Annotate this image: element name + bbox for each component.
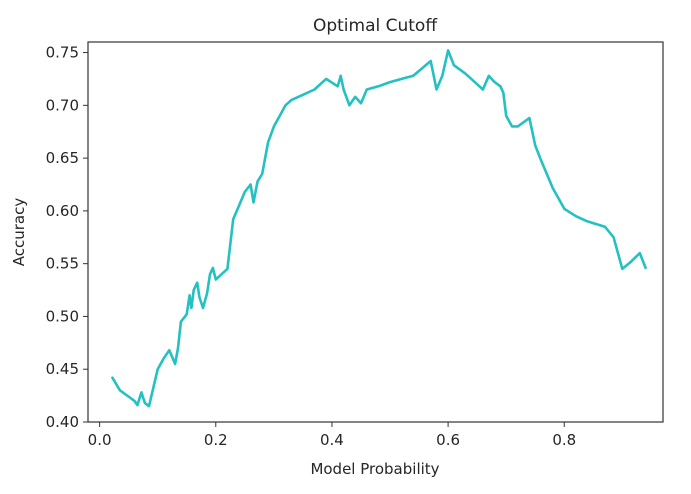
series-line-0 bbox=[111, 49, 647, 408]
plot-frame bbox=[87, 41, 664, 423]
x-tick-label: 0.4 bbox=[320, 431, 344, 449]
chart-title: Optimal Cutoff bbox=[313, 16, 438, 36]
y-tick-label: 0.70 bbox=[46, 96, 79, 114]
y-tick-label: 0.45 bbox=[46, 360, 79, 378]
x-tick-label: 0.6 bbox=[436, 431, 460, 449]
y-tick-label: 0.40 bbox=[46, 413, 79, 431]
x-axis-label: Model Probability bbox=[310, 460, 439, 478]
x-tick-label: 0.2 bbox=[204, 431, 228, 449]
y-tick-label: 0.65 bbox=[46, 149, 79, 167]
y-tick-label: 0.50 bbox=[46, 307, 79, 325]
x-tick-label: 0.8 bbox=[552, 431, 576, 449]
x-axis: 0.0 0.2 0.4 0.6 0.8 bbox=[88, 422, 576, 449]
y-axis-label: Accuracy bbox=[10, 198, 28, 267]
y-axis: 0.40 0.45 0.50 0.55 0.60 0.65 0.70 0.75 bbox=[46, 44, 88, 431]
x-tick-label: 0.0 bbox=[88, 431, 112, 449]
y-tick-label: 0.75 bbox=[46, 44, 79, 62]
y-tick-label: 0.55 bbox=[46, 255, 79, 273]
series-layer bbox=[111, 49, 647, 408]
y-tick-label: 0.60 bbox=[46, 202, 79, 220]
